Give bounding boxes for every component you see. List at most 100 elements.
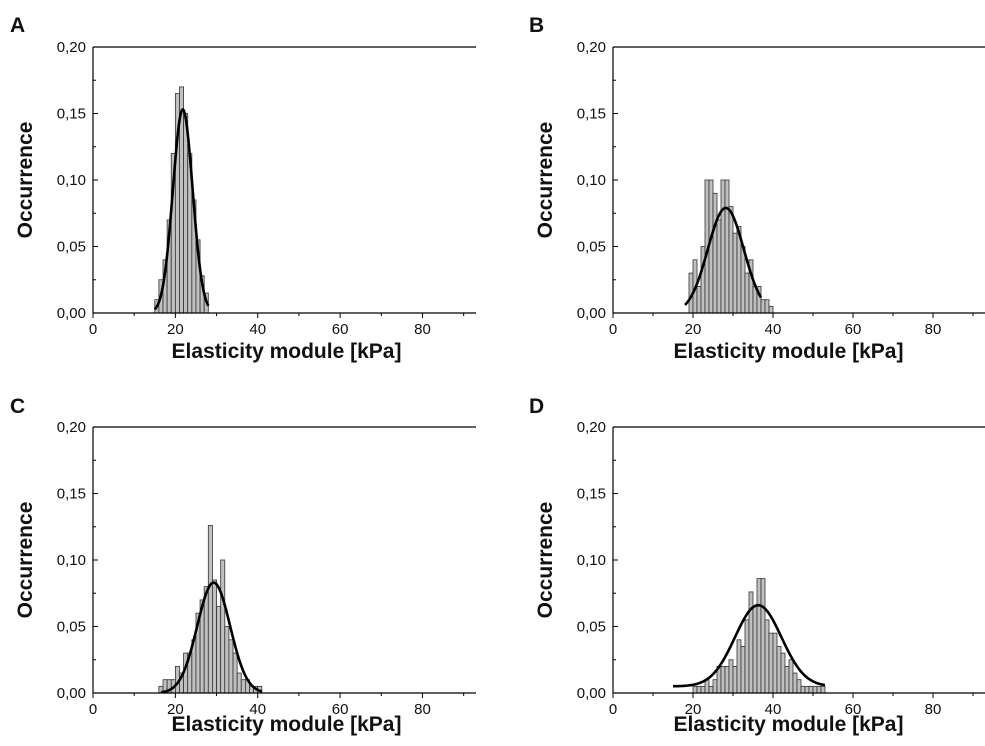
histogram-bar bbox=[700, 685, 706, 694]
histogram-bar bbox=[732, 232, 738, 314]
histogram-bar bbox=[692, 685, 698, 694]
x-tick-label: 60 bbox=[845, 321, 862, 338]
y-axis-title: Occurrence bbox=[14, 122, 37, 239]
y-tick-label: 0,05 bbox=[57, 239, 86, 256]
histogram-bar bbox=[768, 305, 774, 314]
histogram-bar bbox=[228, 639, 234, 694]
histogram-bar bbox=[820, 685, 826, 694]
histogram-bar bbox=[772, 632, 778, 694]
histogram-bar bbox=[776, 646, 782, 694]
histogram-bar bbox=[804, 685, 810, 694]
histogram-bar bbox=[784, 666, 790, 694]
panel-b: 0,00 0,05 0,10 0,15 0,20 0 20 40 60 80 Elasticity … bbox=[529, 14, 985, 363]
histogram-bar bbox=[768, 632, 774, 694]
histogram-bar bbox=[183, 113, 189, 314]
y-tick-label: 0,10 bbox=[577, 172, 606, 189]
y-tick-label: 0,00 bbox=[577, 305, 606, 322]
histogram-bar bbox=[740, 246, 746, 314]
y-tick-label: 0,00 bbox=[57, 305, 86, 322]
y-tick-label: 0,15 bbox=[57, 106, 86, 123]
x-tick-label: 20 bbox=[167, 321, 184, 338]
x-tick-label: 60 bbox=[845, 701, 862, 718]
histogram-bar bbox=[812, 685, 818, 694]
x-axis-title: Elasticity module [kPa] bbox=[172, 713, 402, 736]
histogram-bar bbox=[212, 579, 217, 694]
histogram-bar bbox=[696, 285, 702, 314]
gaussian-fit-curve bbox=[160, 581, 263, 694]
x-tick-label: 80 bbox=[414, 321, 431, 338]
histogram-bar bbox=[720, 666, 726, 694]
histogram-bar bbox=[728, 659, 734, 694]
histogram-bar bbox=[696, 685, 702, 694]
x-tick-label: 80 bbox=[925, 701, 942, 718]
gaussian-fit-curve bbox=[672, 603, 826, 688]
x-axis-title: Elasticity module [kPa] bbox=[172, 340, 402, 363]
histogram-bar bbox=[716, 219, 722, 314]
histogram-bar bbox=[744, 619, 750, 694]
histogram-bar bbox=[744, 272, 750, 314]
y-tick-label: 0,20 bbox=[57, 419, 86, 436]
x-tick-label: 40 bbox=[249, 321, 266, 338]
panel-c: 0,00 0,05 0,10 0,15 0,20 0 20 40 60 80 Elasticity … bbox=[10, 395, 476, 736]
x-tick-label: 0 bbox=[609, 701, 617, 718]
histogram-bar bbox=[700, 246, 706, 314]
y-tick-label: 0,10 bbox=[57, 172, 86, 189]
x-tick-label: 0 bbox=[89, 701, 97, 718]
y-axis-title: Occurrence bbox=[14, 502, 37, 619]
y-tick-label: 0,10 bbox=[577, 552, 606, 569]
histogram-bar bbox=[232, 652, 238, 694]
x-tick-label: 20 bbox=[167, 701, 184, 718]
histogram-bar bbox=[756, 578, 762, 694]
histogram-bar bbox=[780, 652, 786, 694]
y-axis-title: Occurrence bbox=[534, 502, 557, 619]
histogram-bar bbox=[728, 206, 734, 314]
panel-a: 0,00 0,05 0,10 0,15 0,20 0 20 40 60 80 Elasticity … bbox=[10, 14, 476, 363]
x-tick-label: 0 bbox=[609, 321, 617, 338]
y-tick-label: 0,20 bbox=[57, 39, 86, 56]
y-tick-label: 0,15 bbox=[57, 486, 86, 503]
x-tick-label: 20 bbox=[685, 321, 702, 338]
y-tick-label: 0,20 bbox=[577, 419, 606, 436]
panel-d: 0,00 0,05 0,10 0,15 0,20 0 20 40 60 80 Elasticity … bbox=[529, 395, 985, 736]
y-tick-label: 0,05 bbox=[577, 619, 606, 636]
histogram-bar bbox=[760, 578, 766, 694]
y-tick-label: 0,15 bbox=[577, 106, 606, 123]
x-tick-label: 20 bbox=[685, 701, 702, 718]
y-tick-label: 0,20 bbox=[577, 39, 606, 56]
panel-letter: B bbox=[529, 14, 544, 37]
y-tick-label: 0,05 bbox=[577, 239, 606, 256]
histogram-bar bbox=[720, 179, 726, 314]
y-tick-label: 0,00 bbox=[577, 685, 606, 702]
histogram-bar bbox=[216, 606, 222, 694]
histogram-bar bbox=[764, 299, 770, 314]
histogram-bar bbox=[752, 606, 758, 694]
panel-letter: C bbox=[10, 395, 25, 418]
histogram-bar bbox=[808, 685, 814, 694]
y-tick-label: 0,00 bbox=[57, 685, 86, 702]
histogram-bar bbox=[224, 626, 230, 694]
panel-letter: A bbox=[10, 14, 25, 37]
histogram-bar bbox=[220, 559, 226, 694]
panel-letter: D bbox=[529, 395, 544, 418]
histogram-bar bbox=[712, 192, 718, 314]
histogram-bar bbox=[236, 672, 242, 694]
x-axis-title: Elasticity module [kPa] bbox=[674, 713, 904, 736]
histogram-bar bbox=[760, 299, 766, 314]
histogram-bar bbox=[796, 679, 802, 694]
x-tick-label: 0 bbox=[89, 321, 97, 338]
histogram-bar bbox=[708, 685, 714, 694]
gaussian-fit-curve bbox=[684, 206, 763, 306]
y-tick-label: 0,05 bbox=[57, 619, 86, 636]
y-axis-title: Occurrence bbox=[534, 122, 557, 239]
histogram-bar bbox=[203, 586, 209, 694]
histogram-bar bbox=[712, 679, 718, 694]
x-tick-label: 60 bbox=[332, 321, 349, 338]
histogram-bar bbox=[816, 685, 822, 694]
histogram-bar bbox=[724, 179, 730, 314]
histogram-bar bbox=[732, 666, 738, 694]
histogram-bar bbox=[792, 672, 798, 694]
histogram-bar bbox=[736, 639, 742, 694]
x-tick-label: 60 bbox=[332, 701, 349, 718]
histogram-bar bbox=[764, 619, 770, 694]
x-axis-title: Elasticity module [kPa] bbox=[674, 340, 904, 363]
